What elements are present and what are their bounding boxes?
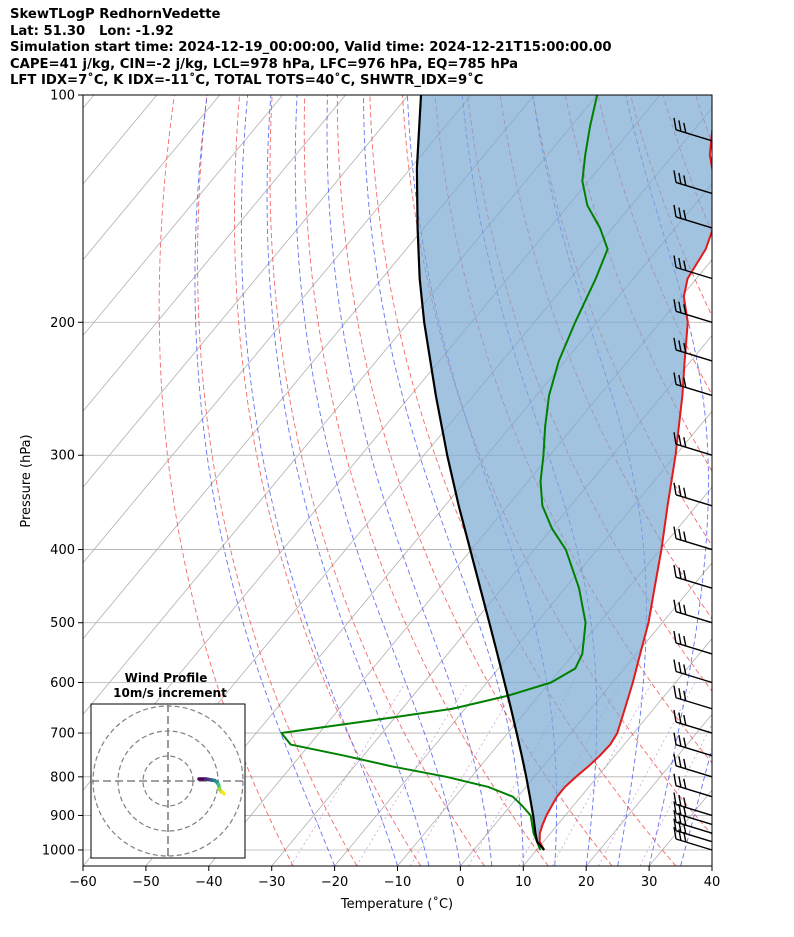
- moist-adiabat: [711, 864, 712, 866]
- isotherm: [83, 95, 221, 261]
- wind-barb: [673, 599, 713, 624]
- dry-adiabat: [234, 95, 422, 866]
- isotherm: [83, 95, 283, 337]
- x-tick-label: 10: [515, 875, 532, 890]
- hodograph-subtitle: 10m/s increment: [113, 686, 227, 700]
- x-tick-label: 0: [456, 875, 464, 890]
- wind-barb: [673, 255, 713, 280]
- x-tick-label: −10: [384, 875, 411, 890]
- hodograph-inset: Wind Profile 10m/s increment: [90, 671, 246, 859]
- parcel-profile-line: [415, 95, 545, 851]
- isotherm: [83, 95, 409, 488]
- isotherm: [711, 865, 712, 866]
- wind-barb: [673, 565, 713, 589]
- isotherm: [775, 95, 794, 866]
- temperature-line: [538, 123, 712, 851]
- x-tick-label: −60: [69, 875, 96, 890]
- index-line: LFT IDX=7˚C, K IDX=-11˚C, TOTAL TOTS=40˚…: [10, 73, 484, 88]
- dry-adiabat: [303, 95, 549, 866]
- wind-barbs: [673, 117, 713, 851]
- x-tick-label: 30: [641, 875, 658, 890]
- moist-adiabat: [194, 95, 336, 866]
- isotherm: [83, 95, 472, 564]
- wind-barb: [673, 432, 713, 456]
- x-tick-label: −20: [321, 875, 348, 890]
- mixing-ratio-line: [410, 682, 519, 866]
- x-tick-label: −40: [195, 875, 222, 890]
- moist-adiabat: [294, 95, 461, 866]
- wind-barb: [673, 170, 713, 195]
- plot-background: [83, 95, 794, 866]
- wind-barb: [673, 299, 713, 323]
- dry-adiabat: [336, 95, 613, 866]
- dry-adiabat: [434, 95, 712, 764]
- title-block: SkewTLogP RedhornVedette Lat: 51.30 Lon:…: [10, 7, 770, 90]
- y-tick-label: 800: [50, 770, 75, 785]
- y-tick-label: 200: [50, 316, 75, 331]
- wind-barb: [673, 117, 713, 142]
- y-tick-label: 400: [50, 543, 75, 558]
- moist-adiabat: [363, 95, 524, 866]
- location-line: Lat: 51.30 Lon: -1.92: [10, 23, 174, 39]
- wind-barb: [673, 826, 713, 851]
- wind-barb: [673, 337, 713, 362]
- dry-adiabat: [269, 95, 485, 866]
- x-tick-label: −30: [258, 875, 285, 890]
- time-line: Simulation start time: 2024-12-19_00:00:…: [10, 40, 612, 55]
- wind-barb: [673, 482, 713, 507]
- y-tick-label: 600: [50, 676, 75, 691]
- x-tick-label: −50: [132, 875, 159, 890]
- y-tick-label: 700: [50, 727, 75, 742]
- x-tick-label: 20: [578, 875, 595, 890]
- wind-barb: [673, 372, 713, 397]
- stability-indices-line: CAPE=41 j/kg, CIN=-2 j/kg, LCL=978 hPa, …: [10, 56, 519, 72]
- moist-adiabat: [240, 95, 398, 866]
- dry-adiabat: [761, 95, 794, 866]
- y-tick-label: 500: [50, 616, 75, 631]
- y-tick-label: 100: [50, 89, 75, 104]
- mixing-ratio-line: [290, 682, 406, 866]
- mixing-ratio-line: [639, 723, 712, 866]
- isotherm: [585, 713, 712, 866]
- dry-adiabat: [197, 95, 358, 866]
- wind-barb: [673, 753, 713, 778]
- wind-barb: [673, 659, 713, 684]
- wind-barb: [673, 685, 713, 710]
- y-tick-label: 300: [50, 449, 75, 464]
- wind-barb: [673, 773, 713, 798]
- moist-adiabat: [326, 95, 493, 866]
- hodograph-plot: [91, 704, 245, 858]
- y-tick-label: 900: [50, 809, 75, 824]
- x-tick-label: 40: [704, 875, 721, 890]
- moist-adiabat: [266, 95, 430, 866]
- wind-barb: [673, 709, 713, 734]
- moist-adiabat: [625, 95, 709, 866]
- hodograph-title: Wind Profile: [125, 671, 208, 685]
- wind-barb: [673, 204, 713, 229]
- y-axis-label: Pressure (hPa): [19, 434, 34, 527]
- isotherm: [83, 95, 346, 412]
- x-axis: −60 −50 −40 −30 −20 −10 0 10 20 30 40: [69, 866, 720, 890]
- y-tick-label: 1000: [42, 844, 75, 859]
- isotherm: [522, 638, 712, 866]
- y-axis: 1000 900 800 700 600 500 400 300 200 100: [42, 89, 83, 859]
- wind-barb: [673, 792, 713, 817]
- dry-adiabat: [728, 95, 794, 866]
- isotherm: [397, 486, 712, 866]
- chart-title: SkewTLogP RedhornVedette: [10, 7, 221, 22]
- x-axis-label: Temperature (˚C): [340, 896, 453, 912]
- dewpoint-line: [280, 95, 609, 851]
- wind-barb: [673, 630, 713, 655]
- hodograph-segment: [221, 790, 226, 796]
- wind-barb: [673, 526, 713, 551]
- wind-barb: [673, 732, 713, 757]
- isotherm: [83, 95, 95, 109]
- mixing-ratio-line: [356, 682, 468, 866]
